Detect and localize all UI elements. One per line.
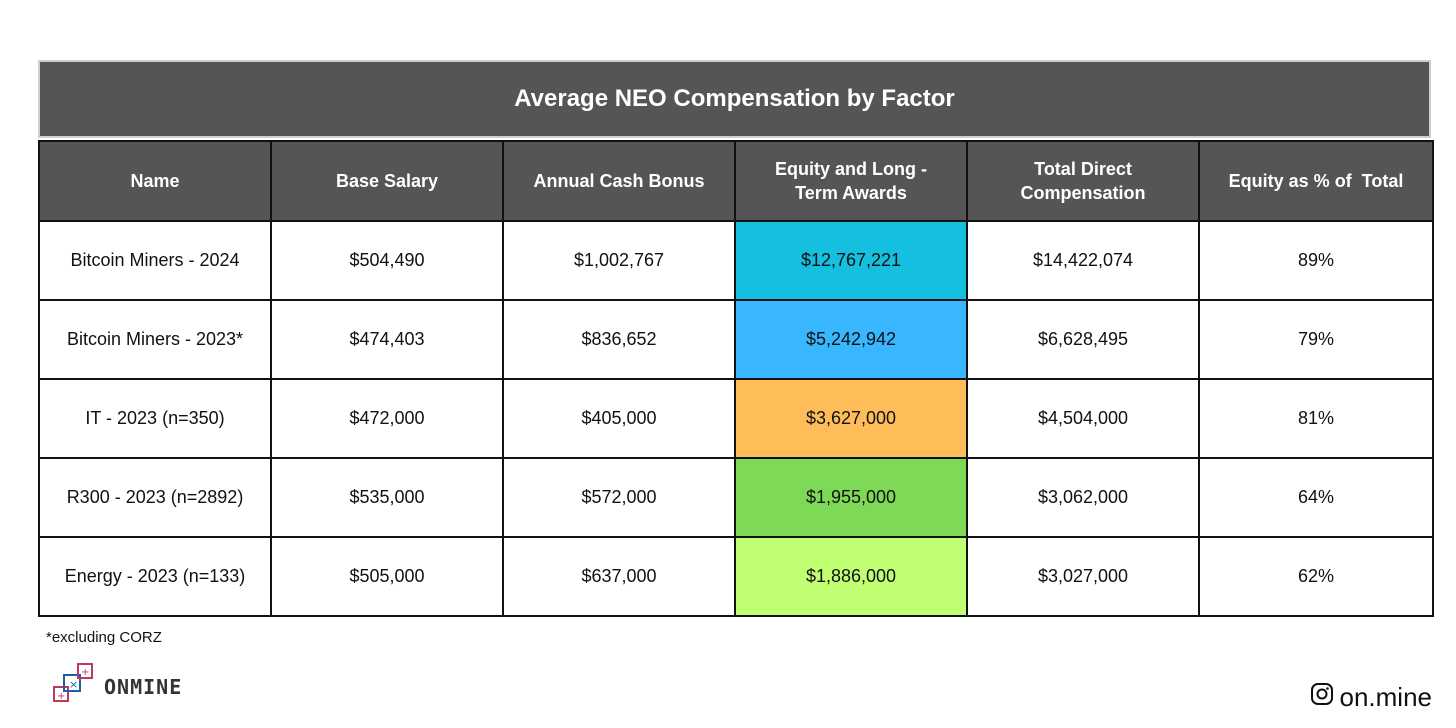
cell-name: Bitcoin Miners - 2023* [38,299,272,380]
table-row: Bitcoin Miners - 2024 $504,490 $1,002,76… [38,220,1434,301]
cell-total: $14,422,074 [966,220,1200,301]
instagram-icon [1310,682,1340,713]
footnote: *excluding CORZ [46,629,162,646]
svg-text:+: + [81,667,89,678]
cell-equity: $5,242,942 [734,299,968,380]
header-equity-awards: Equity and Long - Term Awards [734,140,968,222]
cell-bonus: $836,652 [502,299,736,380]
cell-name: Bitcoin Miners - 2024 [38,220,272,301]
onmine-logo-icon: × + + [52,661,98,712]
cell-equity: $12,767,221 [734,220,968,301]
header-total-direct-compensation: Total Direct Compensation [966,140,1200,222]
cell-base-salary: $472,000 [270,378,504,459]
social-handle[interactable]: on.mine [1310,682,1433,713]
cell-bonus: $572,000 [502,457,736,538]
cell-name: IT - 2023 (n=350) [38,378,272,459]
cell-total: $3,027,000 [966,536,1200,617]
cell-total: $4,504,000 [966,378,1200,459]
table-title: Average NEO Compensation by Factor [38,60,1431,138]
header-annual-cash-bonus: Annual Cash Bonus [502,140,736,222]
cell-bonus: $405,000 [502,378,736,459]
cell-total: $6,628,495 [966,299,1200,380]
cell-bonus: $1,002,767 [502,220,736,301]
cell-equity-percent: 81% [1198,378,1434,459]
logo-text: ONMINE [104,674,183,699]
onmine-logo: × + + ONMINE [52,661,182,712]
table-row: IT - 2023 (n=350) $472,000 $405,000 $3,6… [38,378,1434,459]
header-base-salary: Base Salary [270,140,504,222]
svg-text:×: × [69,678,78,691]
cell-total: $3,062,000 [966,457,1200,538]
cell-equity: $1,886,000 [734,536,968,617]
table-row: R300 - 2023 (n=2892) $535,000 $572,000 $… [38,457,1434,538]
cell-equity-percent: 62% [1198,536,1434,617]
cell-equity-percent: 64% [1198,457,1434,538]
cell-name: R300 - 2023 (n=2892) [38,457,272,538]
table-row: Energy - 2023 (n=133) $505,000 $637,000 … [38,536,1434,617]
header-row: Name Base Salary Annual Cash Bonus Equit… [38,140,1434,222]
cell-name: Energy - 2023 (n=133) [38,536,272,617]
cell-equity: $3,627,000 [734,378,968,459]
cell-base-salary: $535,000 [270,457,504,538]
cell-base-salary: $504,490 [270,220,504,301]
cell-bonus: $637,000 [502,536,736,617]
cell-base-salary: $505,000 [270,536,504,617]
cell-base-salary: $474,403 [270,299,504,380]
header-equity-percent: Equity as % of Total [1198,140,1434,222]
cell-equity: $1,955,000 [734,457,968,538]
svg-text:+: + [57,691,65,702]
cell-equity-percent: 89% [1198,220,1434,301]
table-row: Bitcoin Miners - 2023* $474,403 $836,652… [38,299,1434,380]
compensation-table: Name Base Salary Annual Cash Bonus Equit… [38,140,1434,617]
handle-text: on.mine [1339,682,1433,712]
cell-equity-percent: 79% [1198,299,1434,380]
header-name: Name [38,140,272,222]
